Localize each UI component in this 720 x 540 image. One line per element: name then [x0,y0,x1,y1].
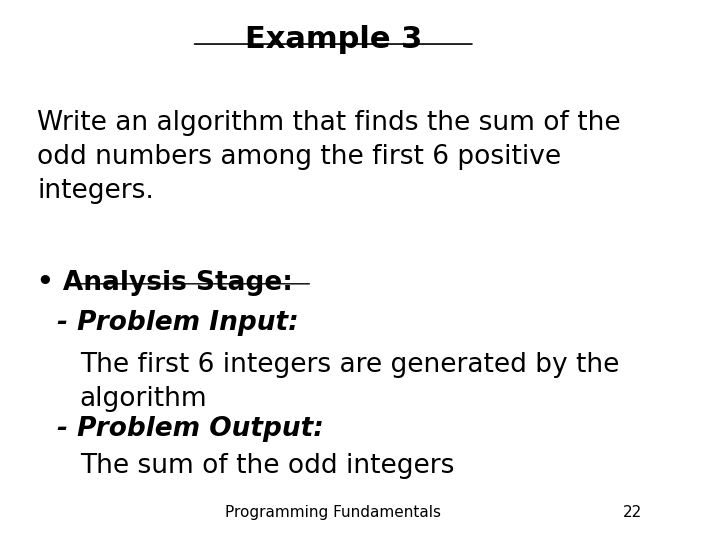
Text: The sum of the odd integers: The sum of the odd integers [80,454,454,480]
Text: • Analysis Stage:: • Analysis Stage: [37,270,293,296]
Text: 22: 22 [624,505,642,520]
Text: - Problem Input:: - Problem Input: [57,310,299,336]
Text: The first 6 integers are generated by the
algorithm: The first 6 integers are generated by th… [80,353,619,413]
Text: - Problem Output:: - Problem Output: [57,416,323,442]
Text: Write an algorithm that finds the sum of the
odd numbers among the first 6 posit: Write an algorithm that finds the sum of… [37,111,621,205]
Text: Example 3: Example 3 [245,25,422,55]
Text: Programming Fundamentals: Programming Fundamentals [225,505,441,520]
